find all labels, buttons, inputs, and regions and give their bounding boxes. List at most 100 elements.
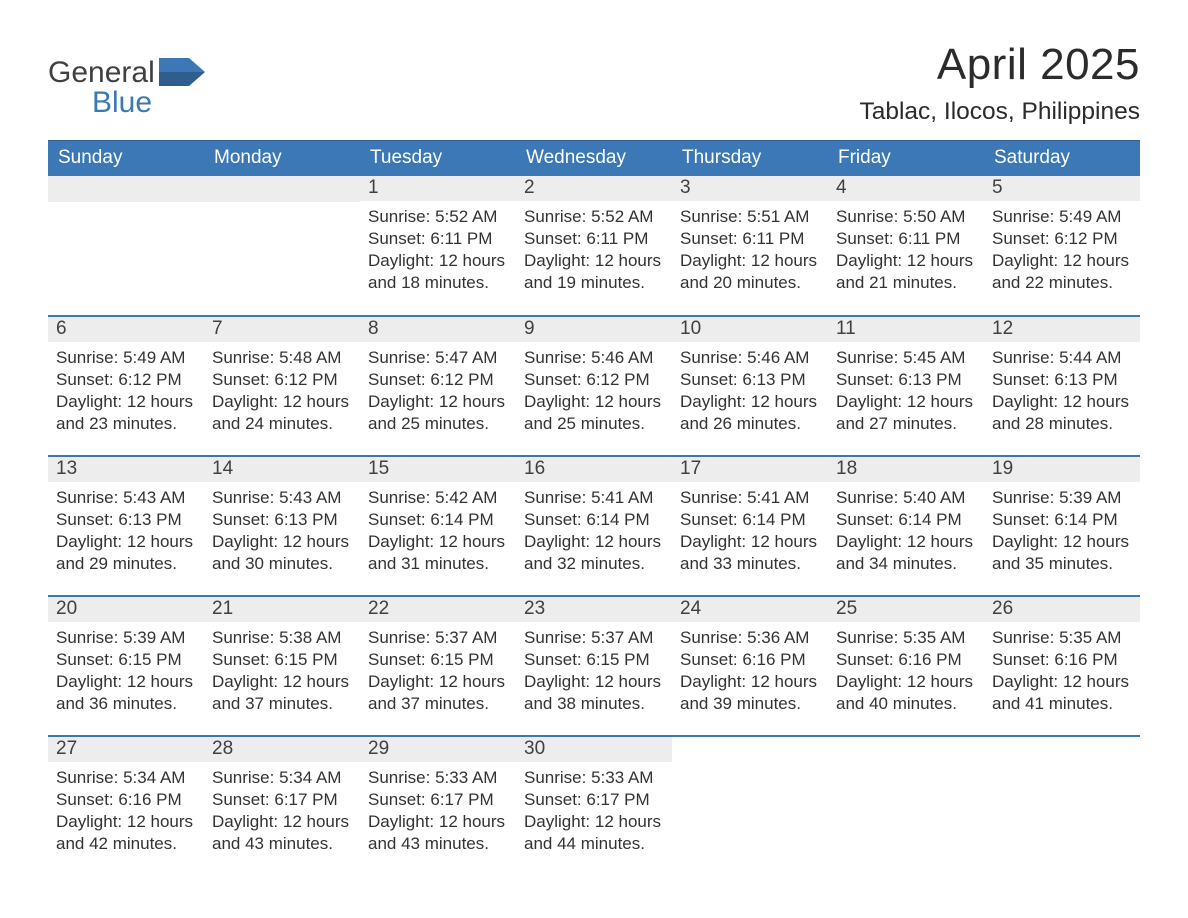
daylight-line: Daylight: 12 hours and 42 minutes. (56, 811, 196, 855)
calendar-cell (672, 736, 828, 876)
calendar-cell (48, 176, 204, 316)
day-number: 18 (828, 457, 984, 482)
sunrise-line: Sunrise: 5:36 AM (680, 627, 820, 649)
daylight-line: Daylight: 12 hours and 30 minutes. (212, 531, 352, 575)
sunset-line: Sunset: 6:13 PM (992, 369, 1132, 391)
daylight-line: Daylight: 12 hours and 40 minutes. (836, 671, 976, 715)
day-number: 27 (48, 737, 204, 762)
day-details: Sunrise: 5:48 AMSunset: 6:12 PMDaylight:… (204, 342, 360, 441)
sunset-line: Sunset: 6:13 PM (56, 509, 196, 531)
sunset-line: Sunset: 6:11 PM (836, 228, 976, 250)
brand-general: General (48, 56, 155, 89)
sunrise-line: Sunrise: 5:38 AM (212, 627, 352, 649)
daylight-line: Daylight: 12 hours and 37 minutes. (368, 671, 508, 715)
day-details: Sunrise: 5:47 AMSunset: 6:12 PMDaylight:… (360, 342, 516, 441)
daylight-line: Daylight: 12 hours and 25 minutes. (368, 391, 508, 435)
day-number: 17 (672, 457, 828, 482)
sunset-line: Sunset: 6:11 PM (524, 228, 664, 250)
day-number: 24 (672, 597, 828, 622)
calendar-cell: 11Sunrise: 5:45 AMSunset: 6:13 PMDayligh… (828, 316, 984, 456)
daylight-line: Daylight: 12 hours and 43 minutes. (212, 811, 352, 855)
weekday-header: Saturday (984, 141, 1140, 177)
sunset-line: Sunset: 6:11 PM (680, 228, 820, 250)
day-details: Sunrise: 5:43 AMSunset: 6:13 PMDaylight:… (204, 482, 360, 581)
weekday-header: Sunday (48, 141, 204, 177)
daylight-line: Daylight: 12 hours and 25 minutes. (524, 391, 664, 435)
calendar-cell: 17Sunrise: 5:41 AMSunset: 6:14 PMDayligh… (672, 456, 828, 596)
calendar-row: 13Sunrise: 5:43 AMSunset: 6:13 PMDayligh… (48, 456, 1140, 596)
day-details: Sunrise: 5:46 AMSunset: 6:12 PMDaylight:… (516, 342, 672, 441)
sunset-line: Sunset: 6:14 PM (836, 509, 976, 531)
sunset-line: Sunset: 6:16 PM (836, 649, 976, 671)
sunrise-line: Sunrise: 5:50 AM (836, 206, 976, 228)
sunrise-line: Sunrise: 5:39 AM (992, 487, 1132, 509)
day-number: 2 (516, 176, 672, 201)
day-number: 10 (672, 317, 828, 342)
calendar-cell: 19Sunrise: 5:39 AMSunset: 6:14 PMDayligh… (984, 456, 1140, 596)
day-details: Sunrise: 5:42 AMSunset: 6:14 PMDaylight:… (360, 482, 516, 581)
empty-daynum (204, 176, 360, 202)
calendar-cell: 22Sunrise: 5:37 AMSunset: 6:15 PMDayligh… (360, 596, 516, 736)
daylight-line: Daylight: 12 hours and 33 minutes. (680, 531, 820, 575)
month-title: April 2025 (859, 40, 1140, 90)
sunrise-line: Sunrise: 5:37 AM (368, 627, 508, 649)
sunset-line: Sunset: 6:14 PM (680, 509, 820, 531)
day-details: Sunrise: 5:39 AMSunset: 6:14 PMDaylight:… (984, 482, 1140, 581)
sunset-line: Sunset: 6:14 PM (992, 509, 1132, 531)
title-block: April 2025 Tablac, Ilocos, Philippines (859, 40, 1140, 126)
daylight-line: Daylight: 12 hours and 19 minutes. (524, 250, 664, 294)
calendar-cell (828, 736, 984, 876)
day-number: 4 (828, 176, 984, 201)
calendar-cell: 13Sunrise: 5:43 AMSunset: 6:13 PMDayligh… (48, 456, 204, 596)
empty-daynum (48, 176, 204, 202)
calendar-cell: 2Sunrise: 5:52 AMSunset: 6:11 PMDaylight… (516, 176, 672, 316)
day-details: Sunrise: 5:34 AMSunset: 6:17 PMDaylight:… (204, 762, 360, 861)
sunrise-line: Sunrise: 5:49 AM (56, 347, 196, 369)
sunrise-line: Sunrise: 5:41 AM (524, 487, 664, 509)
calendar-cell: 5Sunrise: 5:49 AMSunset: 6:12 PMDaylight… (984, 176, 1140, 316)
daylight-line: Daylight: 12 hours and 18 minutes. (368, 250, 508, 294)
daylight-line: Daylight: 12 hours and 29 minutes. (56, 531, 196, 575)
calendar-cell: 18Sunrise: 5:40 AMSunset: 6:14 PMDayligh… (828, 456, 984, 596)
day-number: 19 (984, 457, 1140, 482)
sunrise-line: Sunrise: 5:35 AM (836, 627, 976, 649)
calendar-cell: 14Sunrise: 5:43 AMSunset: 6:13 PMDayligh… (204, 456, 360, 596)
day-number: 9 (516, 317, 672, 342)
sunset-line: Sunset: 6:15 PM (524, 649, 664, 671)
calendar-body: 1Sunrise: 5:52 AMSunset: 6:11 PMDaylight… (48, 176, 1140, 876)
sunset-line: Sunset: 6:15 PM (56, 649, 196, 671)
day-details: Sunrise: 5:43 AMSunset: 6:13 PMDaylight:… (48, 482, 204, 581)
daylight-line: Daylight: 12 hours and 38 minutes. (524, 671, 664, 715)
daylight-line: Daylight: 12 hours and 23 minutes. (56, 391, 196, 435)
calendar-cell: 4Sunrise: 5:50 AMSunset: 6:11 PMDaylight… (828, 176, 984, 316)
weekday-header-row: Sunday Monday Tuesday Wednesday Thursday… (48, 141, 1140, 177)
daylight-line: Daylight: 12 hours and 26 minutes. (680, 391, 820, 435)
sunset-line: Sunset: 6:17 PM (212, 789, 352, 811)
header: General Blue April 2025 Tablac, Ilocos, … (48, 40, 1140, 126)
weekday-header: Wednesday (516, 141, 672, 177)
day-details: Sunrise: 5:50 AMSunset: 6:11 PMDaylight:… (828, 201, 984, 300)
sunrise-line: Sunrise: 5:49 AM (992, 206, 1132, 228)
day-details: Sunrise: 5:44 AMSunset: 6:13 PMDaylight:… (984, 342, 1140, 441)
day-number: 8 (360, 317, 516, 342)
day-details: Sunrise: 5:52 AMSunset: 6:11 PMDaylight:… (516, 201, 672, 300)
sunrise-line: Sunrise: 5:37 AM (524, 627, 664, 649)
day-details: Sunrise: 5:52 AMSunset: 6:11 PMDaylight:… (360, 201, 516, 300)
calendar-cell (204, 176, 360, 316)
daylight-line: Daylight: 12 hours and 22 minutes. (992, 250, 1132, 294)
calendar-cell: 28Sunrise: 5:34 AMSunset: 6:17 PMDayligh… (204, 736, 360, 876)
calendar-table: Sunday Monday Tuesday Wednesday Thursday… (48, 140, 1140, 876)
sunset-line: Sunset: 6:15 PM (212, 649, 352, 671)
day-details: Sunrise: 5:34 AMSunset: 6:16 PMDaylight:… (48, 762, 204, 861)
daylight-line: Daylight: 12 hours and 21 minutes. (836, 250, 976, 294)
sunset-line: Sunset: 6:12 PM (992, 228, 1132, 250)
day-number: 3 (672, 176, 828, 201)
sunrise-line: Sunrise: 5:43 AM (212, 487, 352, 509)
day-details: Sunrise: 5:49 AMSunset: 6:12 PMDaylight:… (48, 342, 204, 441)
sunrise-line: Sunrise: 5:34 AM (212, 767, 352, 789)
daylight-line: Daylight: 12 hours and 20 minutes. (680, 250, 820, 294)
day-number: 1 (360, 176, 516, 201)
day-details: Sunrise: 5:41 AMSunset: 6:14 PMDaylight:… (672, 482, 828, 581)
day-number: 12 (984, 317, 1140, 342)
day-number: 16 (516, 457, 672, 482)
